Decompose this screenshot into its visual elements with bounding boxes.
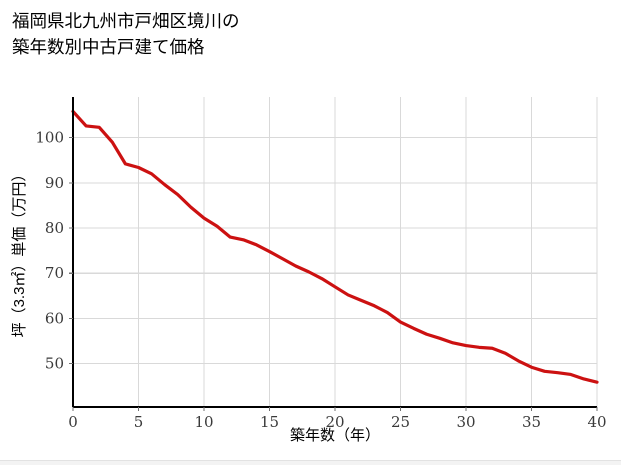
figure-bottom-rule [0, 460, 621, 465]
x-tick-label: 25 [391, 413, 410, 431]
y-tick-label: 70 [45, 264, 64, 282]
x-axis-ticks: 0 5 10 15 20 25 30 35 40 [68, 407, 607, 431]
x-tick-label: 15 [260, 413, 279, 431]
x-tick-label: 35 [522, 413, 541, 431]
y-tick-label: 60 [45, 309, 64, 327]
series-group [71, 109, 599, 384]
chart-title: 福岡県北九州市戸畑区境川の 築年数別中古戸建て価格 [12, 11, 240, 57]
x-axis-title: 築年数（年） [290, 426, 380, 444]
x-tick-label: 5 [134, 413, 144, 431]
x-tick-label: 0 [68, 413, 78, 431]
y-tick-label: 80 [45, 219, 64, 237]
y-tick-label: 90 [45, 174, 64, 192]
x-tick-label: 30 [456, 413, 475, 431]
y-axis-ticks: 50 60 70 80 90 100 [35, 129, 73, 373]
y-axis-title: 坪（3.3㎡）単価（万円） [11, 167, 28, 338]
y-tick-label: 50 [45, 355, 64, 373]
y-tick-label: 100 [35, 129, 64, 147]
x-tick-label: 40 [587, 413, 606, 431]
x-tick-label: 20 [325, 413, 344, 431]
price-line-series [71, 109, 599, 384]
gridlines-group [73, 97, 598, 407]
x-tick-label: 10 [194, 413, 213, 431]
